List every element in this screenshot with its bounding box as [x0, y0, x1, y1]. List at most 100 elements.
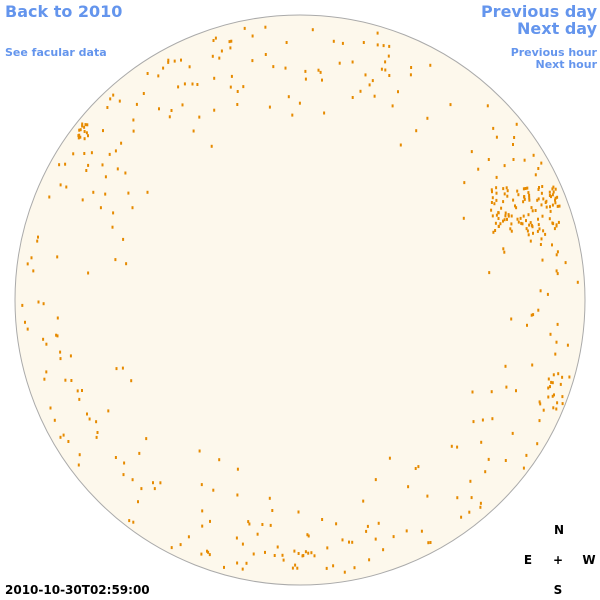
facula [463, 181, 466, 185]
facula [37, 235, 39, 239]
facula [530, 206, 533, 210]
facula [551, 187, 554, 191]
facula [513, 136, 516, 139]
facula [59, 183, 62, 187]
facula [241, 542, 244, 546]
facula [291, 566, 294, 570]
facula [529, 221, 532, 225]
facula [81, 124, 84, 128]
facula [532, 153, 535, 157]
facula [524, 187, 527, 190]
facula [540, 161, 543, 165]
facula [384, 68, 387, 72]
facula [472, 420, 475, 424]
facula [545, 199, 548, 203]
facula [539, 243, 542, 246]
facula [368, 558, 371, 562]
facula [86, 123, 89, 127]
facula [568, 375, 571, 379]
facula [83, 130, 86, 133]
facula [534, 173, 537, 177]
facula [519, 216, 522, 220]
previous-day-link[interactable]: Previous day [481, 2, 598, 21]
facula [99, 206, 102, 210]
facula [556, 322, 559, 326]
facula [374, 478, 377, 482]
facula [502, 247, 505, 251]
facula [566, 343, 569, 347]
facula [456, 445, 459, 449]
facula [125, 262, 128, 266]
facular-link[interactable]: See facular data [5, 46, 107, 59]
facula [429, 541, 432, 544]
facula [556, 250, 559, 254]
facula [503, 164, 506, 168]
facula [81, 198, 84, 202]
facula [554, 352, 557, 356]
facula [284, 66, 287, 70]
facula [554, 201, 557, 205]
facula [506, 217, 508, 221]
facula [83, 152, 86, 155]
facula [112, 93, 115, 97]
facula [130, 379, 133, 383]
facula [207, 550, 210, 554]
facula [351, 540, 354, 544]
facula [388, 456, 391, 460]
facula [551, 221, 554, 225]
facula [84, 123, 87, 127]
facula [297, 510, 300, 514]
facula [168, 115, 171, 119]
facula [212, 488, 215, 492]
facula [67, 440, 70, 443]
facula [306, 533, 309, 537]
facula [532, 231, 534, 235]
facula [368, 83, 371, 87]
back-link[interactable]: Back to 2010 [5, 2, 122, 21]
facula [247, 520, 250, 524]
facula [326, 546, 329, 550]
facula [264, 550, 266, 554]
facula [511, 431, 514, 435]
facula [551, 193, 554, 197]
facula [145, 437, 148, 441]
next-hour-link[interactable]: Next hour [536, 58, 598, 71]
facula [248, 522, 251, 526]
next-day-link[interactable]: Next day [517, 19, 598, 38]
facula [484, 470, 487, 474]
facula [211, 54, 214, 58]
facula [516, 217, 519, 221]
facula [200, 483, 203, 487]
facula [173, 59, 176, 63]
facula [517, 220, 520, 224]
facula [323, 111, 326, 115]
facula [538, 186, 540, 189]
facula [353, 566, 356, 570]
facula [200, 552, 203, 556]
facula [552, 190, 555, 194]
facula [76, 389, 79, 393]
facula [268, 496, 271, 500]
facula [515, 206, 518, 210]
faculae [21, 25, 579, 574]
facula [529, 239, 532, 243]
previous-hour-link[interactable]: Previous hour [511, 46, 598, 59]
compass-east: E [524, 553, 532, 567]
facula [58, 163, 61, 167]
facula [53, 418, 56, 422]
facula [102, 129, 104, 133]
facula [536, 229, 539, 233]
facula [388, 74, 391, 77]
facula [531, 363, 534, 367]
facula [152, 481, 154, 485]
facula [269, 523, 272, 527]
facula [188, 65, 191, 69]
facula [294, 563, 297, 567]
facula [548, 217, 551, 221]
facula [348, 540, 350, 544]
facula [65, 185, 68, 189]
facula [514, 204, 516, 208]
facula [137, 500, 139, 504]
facula [101, 163, 104, 167]
facula [550, 380, 553, 384]
